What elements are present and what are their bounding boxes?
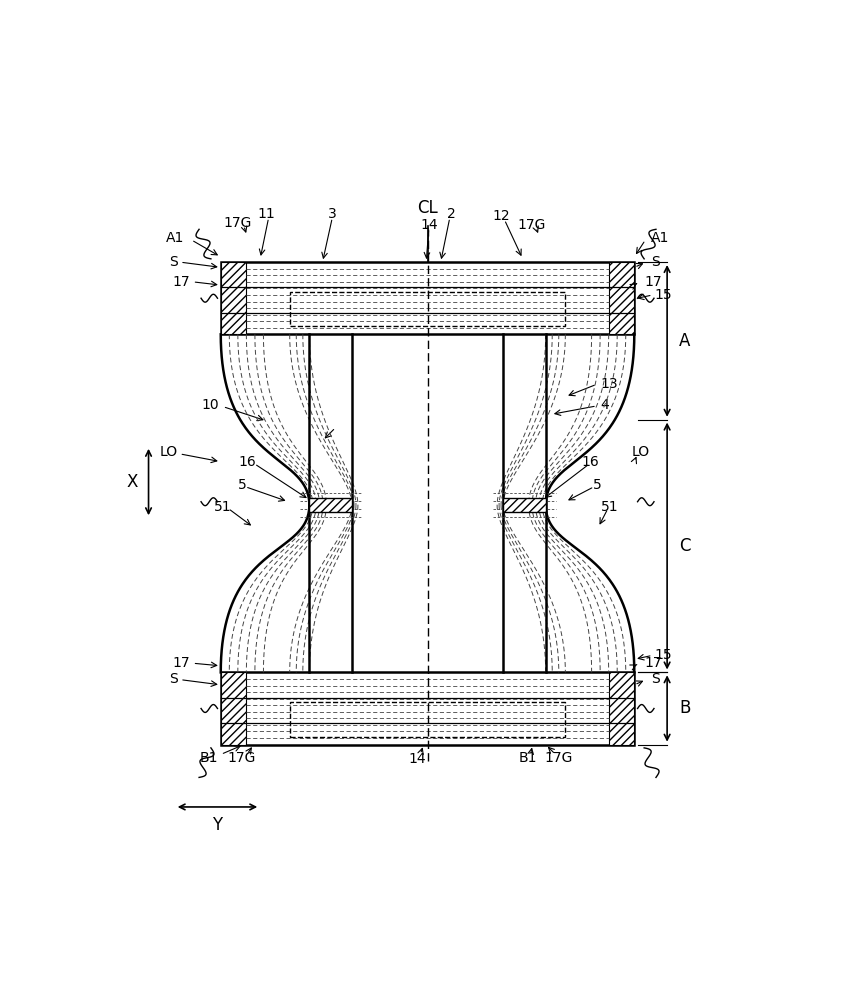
Text: 14: 14 <box>420 218 438 232</box>
Text: 14: 14 <box>409 752 427 766</box>
Bar <box>290 702 565 737</box>
Text: 2: 2 <box>447 207 457 221</box>
Text: 11: 11 <box>257 207 275 221</box>
Bar <box>503 498 545 512</box>
Bar <box>290 292 565 326</box>
Text: A1: A1 <box>650 231 669 245</box>
Text: A: A <box>679 332 690 350</box>
Text: 13: 13 <box>601 377 617 391</box>
Text: 12: 12 <box>492 209 510 223</box>
Text: C: C <box>679 537 690 555</box>
Text: 51: 51 <box>214 500 231 514</box>
Text: Y: Y <box>213 816 223 834</box>
Text: LO: LO <box>632 445 650 459</box>
Text: S: S <box>169 255 178 269</box>
Text: 17: 17 <box>172 656 190 670</box>
Text: S: S <box>650 672 660 686</box>
Text: 3: 3 <box>328 207 337 221</box>
Text: 15: 15 <box>654 288 672 302</box>
Text: 10: 10 <box>201 398 219 412</box>
Bar <box>221 262 246 334</box>
Bar <box>609 262 634 334</box>
Text: 16: 16 <box>238 455 256 469</box>
Text: B: B <box>679 699 690 717</box>
Bar <box>221 672 246 745</box>
Text: B1: B1 <box>518 751 537 765</box>
Text: S: S <box>650 255 660 269</box>
Text: 5: 5 <box>593 478 601 492</box>
Text: 17G: 17G <box>545 751 573 765</box>
Text: 5: 5 <box>238 478 246 492</box>
Text: 17: 17 <box>644 656 662 670</box>
Text: CL: CL <box>418 199 438 217</box>
Text: 4: 4 <box>601 398 609 412</box>
Text: X: X <box>126 473 138 491</box>
Text: B1: B1 <box>200 751 219 765</box>
Text: 17G: 17G <box>228 751 256 765</box>
Text: 17: 17 <box>172 275 190 289</box>
Text: 17G: 17G <box>517 218 545 232</box>
Text: A1: A1 <box>166 231 185 245</box>
Text: LO: LO <box>159 445 177 459</box>
Bar <box>609 672 634 745</box>
Text: 17: 17 <box>644 275 662 289</box>
Text: 15: 15 <box>654 648 672 662</box>
Text: 51: 51 <box>601 500 619 514</box>
Bar <box>221 672 634 745</box>
Text: 16: 16 <box>581 455 599 469</box>
Bar <box>309 498 352 512</box>
Text: S: S <box>169 672 178 686</box>
Bar <box>221 262 634 334</box>
Text: 17G: 17G <box>223 216 252 230</box>
